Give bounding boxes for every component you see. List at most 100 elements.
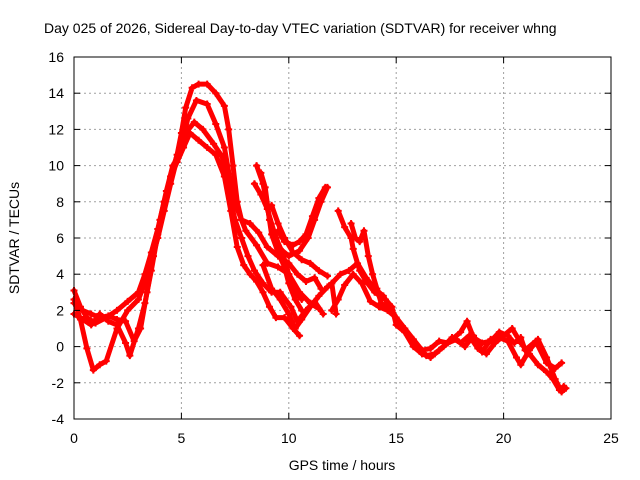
series-trace [329,271,569,395]
data-point [203,144,211,151]
data-point [298,306,306,314]
data-point [210,140,218,148]
data-point [427,344,435,352]
data-point [510,339,518,347]
data-point [79,315,87,323]
data-point [238,234,246,242]
x-tick-label: 15 [388,430,404,446]
data-point [364,252,372,260]
series-trace [329,260,567,393]
data-point [160,198,168,206]
data-point [281,314,289,322]
data-point [302,230,310,238]
data-point [289,241,297,249]
data-point [319,310,327,318]
x-tick-label: 10 [281,430,297,446]
data-point [525,346,533,354]
data-point [558,388,566,396]
data-point [431,350,439,358]
data-point [113,321,121,329]
data-point [336,270,344,278]
data-point [96,310,104,318]
data-point [291,325,299,332]
data-point [347,220,355,228]
data-point [259,279,267,287]
data-point [362,274,370,282]
data-point [291,296,299,304]
data-point [517,339,525,347]
data-point [381,303,389,311]
data-point [227,207,235,215]
y-tick-label: 16 [48,49,64,65]
y-tick-label: 0 [56,339,64,355]
data-point [534,335,542,343]
y-axis-label: SDTVAR / TECUs [6,182,22,294]
grid [74,57,611,419]
y-tick-label: 4 [56,266,64,282]
data-point [302,277,310,285]
data-point [190,118,198,126]
data-point [377,299,385,307]
data-point [298,315,306,323]
data-point [308,212,316,220]
series-track-8 [268,201,331,280]
data-point [328,306,336,314]
data-point [315,194,323,202]
data-point [102,357,110,365]
data-point [435,337,443,345]
series-track-9 [274,183,329,249]
data-point [341,223,349,231]
data-point [272,314,280,322]
x-axis-label: GPS time / hours [289,457,396,473]
series-track-13 [328,270,570,396]
data-point [141,299,149,307]
data-point [122,317,130,325]
data-point [87,321,95,329]
data-point [268,201,276,209]
data-point [124,306,132,314]
data-point [315,292,323,300]
data-point [296,332,304,340]
data-point [199,125,207,133]
data-point [504,337,512,345]
data-point [246,220,254,228]
data-point [274,227,282,235]
data-point [375,303,383,311]
y-tick-label: 6 [56,230,64,246]
y-tick-label: 14 [48,85,64,101]
data-point [96,361,104,369]
data-point [358,279,366,287]
y-tick-label: 8 [56,194,64,210]
data-point [173,158,181,166]
data-point [517,361,525,369]
data-point [276,288,284,296]
data-point [558,359,566,367]
data-point [334,207,342,215]
series-track-1 [70,80,325,327]
data-point [543,368,551,376]
data-point [180,144,188,151]
data-point [276,245,284,253]
data-point [512,353,520,361]
data-point [263,259,271,267]
data-point [366,297,374,305]
x-tick-label: 0 [70,430,78,446]
data-point [281,238,289,246]
data-point [255,229,263,237]
data-point [543,353,551,361]
data-point [470,332,478,340]
data-point [192,96,200,104]
data-point [534,361,542,369]
data-point [242,227,250,235]
data-point [203,80,211,88]
data-point [87,310,95,318]
data-point [195,136,203,144]
axes: -4 -2 0 2 4 6 8 10 12 14 16 0 5 10 15 20 25 [48,49,619,446]
data-point [418,346,426,354]
data-point [287,303,295,311]
data-point [212,89,220,97]
data-point [373,285,381,293]
data-point [104,317,112,325]
data-point [246,270,254,278]
series-trace [71,130,302,359]
